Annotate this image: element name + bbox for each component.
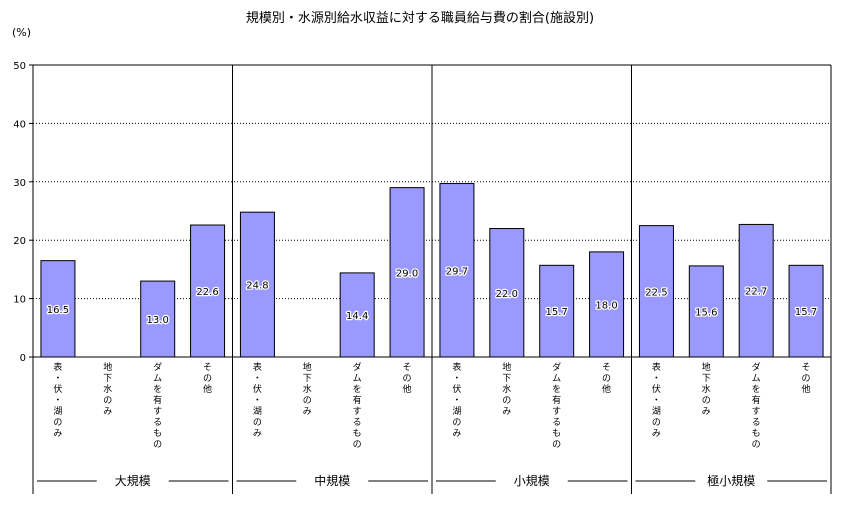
x-category-label: 地下水のみ <box>303 361 312 417</box>
data-label-halo: 16.5 <box>47 305 69 316</box>
data-label-halo: 29.0 <box>396 268 418 279</box>
data-label-halo: 15.7 <box>546 307 568 318</box>
data-label-halo: 14.4 <box>346 311 368 322</box>
chart-title: 規模別・水源別給水収益に対する職員給与費の割合(施設別) <box>246 10 594 26</box>
x-category-label: 表・伏・湖のみ <box>652 361 661 439</box>
x-category-label: ダムを有するもの <box>752 361 761 450</box>
x-category-label: ダムを有するもの <box>353 361 362 450</box>
y-tick-label: 20 <box>13 236 26 247</box>
y-tick-label: 40 <box>13 119 26 130</box>
data-label-halo: 29.7 <box>446 266 468 277</box>
bar <box>190 224 226 358</box>
data-label: 22.0 <box>496 289 518 300</box>
x-category-label: 表・伏・湖のみ <box>253 361 262 439</box>
bar <box>239 211 275 358</box>
x-category-label: ダムを有するもの <box>153 361 162 450</box>
x-category-label: その他 <box>403 362 412 395</box>
data-label: 15.6 <box>695 307 717 318</box>
x-category-label: 地下水のみ <box>702 361 711 417</box>
bar <box>389 187 425 358</box>
y-tick-label: 0 <box>20 353 26 364</box>
bar <box>140 280 176 358</box>
data-label: 13.0 <box>147 315 169 326</box>
data-label: 22.7 <box>745 287 767 298</box>
data-label-halo: 22.0 <box>496 289 518 300</box>
data-label-halo: 22.5 <box>645 287 667 298</box>
data-label: 22.5 <box>645 287 667 298</box>
data-label: 18.0 <box>595 300 617 311</box>
bar <box>788 264 824 358</box>
data-label-halo: 15.6 <box>695 307 717 318</box>
data-label-halo: 18.0 <box>595 300 617 311</box>
x-category-label: その他 <box>802 362 811 395</box>
data-label: 14.4 <box>346 311 368 322</box>
data-label-halo: 22.7 <box>745 287 767 298</box>
data-label: 15.7 <box>546 307 568 318</box>
bar <box>589 251 625 358</box>
axes-layer <box>29 64 832 494</box>
y-tick-label: 50 <box>13 61 26 72</box>
data-label: 29.0 <box>396 268 418 279</box>
labels-layer: 0102030405016.516.513.013.022.622.624.82… <box>13 61 818 488</box>
x-category-label: その他 <box>602 362 611 395</box>
x-category-label: その他 <box>203 362 212 395</box>
bar <box>638 225 674 358</box>
data-label-halo: 22.6 <box>196 287 218 298</box>
x-category-label: 地下水のみ <box>502 361 511 417</box>
bar <box>688 265 724 358</box>
group-label: 大規模 <box>115 473 151 488</box>
data-label: 16.5 <box>47 305 69 316</box>
x-category-label: 表・伏・湖のみ <box>452 361 461 439</box>
data-label: 22.6 <box>196 287 218 298</box>
data-label: 15.7 <box>795 307 817 318</box>
data-label: 24.8 <box>246 281 268 292</box>
group-label: 小規模 <box>514 473 550 488</box>
data-label-halo: 15.7 <box>795 307 817 318</box>
bar <box>738 223 774 358</box>
data-label-halo: 24.8 <box>246 281 268 292</box>
bar <box>40 260 76 358</box>
y-axis-unit: (%) <box>12 26 31 39</box>
y-tick-label: 10 <box>13 295 26 306</box>
x-category-label: 地下水のみ <box>103 361 112 417</box>
x-category-label: 表・伏・湖のみ <box>53 361 62 439</box>
x-category-label: ダムを有するもの <box>552 361 561 450</box>
y-tick-label: 30 <box>13 178 26 189</box>
data-label: 29.7 <box>446 266 468 277</box>
bars-layer <box>40 183 824 358</box>
group-label: 中規模 <box>314 473 350 488</box>
group-label: 極小規模 <box>707 473 755 488</box>
bar <box>339 272 375 358</box>
data-label-halo: 13.0 <box>147 315 169 326</box>
